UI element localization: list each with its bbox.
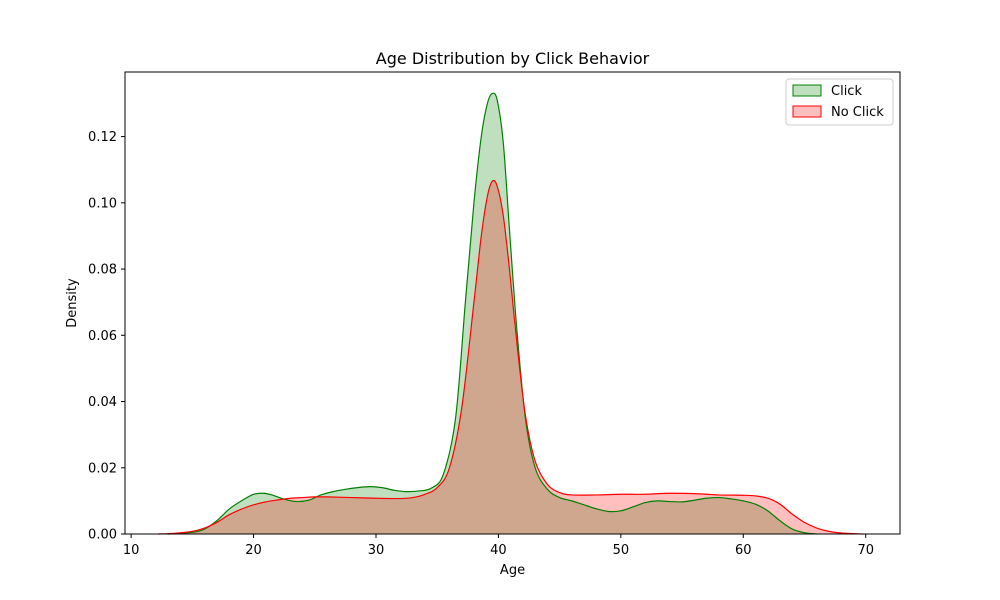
y-tick-label: 0.02 bbox=[88, 461, 117, 476]
x-tick-label: 40 bbox=[490, 543, 507, 558]
y-axis-label: Density bbox=[65, 278, 80, 328]
x-tick-label: 20 bbox=[245, 543, 262, 558]
y-tick-label: 0.00 bbox=[88, 528, 117, 543]
x-axis-ticks: 10 20 30 40 50 60 70 bbox=[123, 534, 874, 558]
x-tick-label: 30 bbox=[368, 543, 385, 558]
y-tick-label: 0.04 bbox=[88, 395, 117, 410]
x-tick-label: 50 bbox=[613, 543, 630, 558]
series-lines bbox=[158, 92, 864, 535]
y-tick-label: 0.12 bbox=[88, 130, 117, 145]
y-tick-label: 0.06 bbox=[88, 329, 117, 344]
series-area-click bbox=[167, 93, 817, 535]
legend: Click No Click bbox=[785, 78, 894, 126]
y-tick-label: 0.08 bbox=[88, 263, 117, 278]
series-fills bbox=[158, 93, 864, 535]
series-line-no-click bbox=[158, 179, 864, 535]
plot-frame bbox=[124, 71, 901, 535]
x-tick-label: 70 bbox=[857, 543, 874, 558]
x-tick-label: 60 bbox=[735, 543, 752, 558]
legend-swatch-click bbox=[792, 84, 822, 97]
series-area-no-click bbox=[158, 180, 864, 535]
legend-label-no-click: No Click bbox=[831, 105, 884, 120]
legend-frame bbox=[785, 78, 894, 126]
y-tick-label: 0.10 bbox=[88, 196, 117, 211]
chart-title: Age Distribution by Click Behavior bbox=[376, 49, 650, 68]
legend-label-click: Click bbox=[831, 84, 862, 99]
y-axis-ticks: 0.00 0.02 0.04 0.06 0.08 0.10 0.12 bbox=[88, 130, 125, 543]
legend-swatch-no-click bbox=[792, 105, 822, 118]
x-tick-label: 10 bbox=[123, 543, 140, 558]
x-axis-label: Age bbox=[500, 563, 525, 578]
series-line-click bbox=[167, 92, 817, 535]
